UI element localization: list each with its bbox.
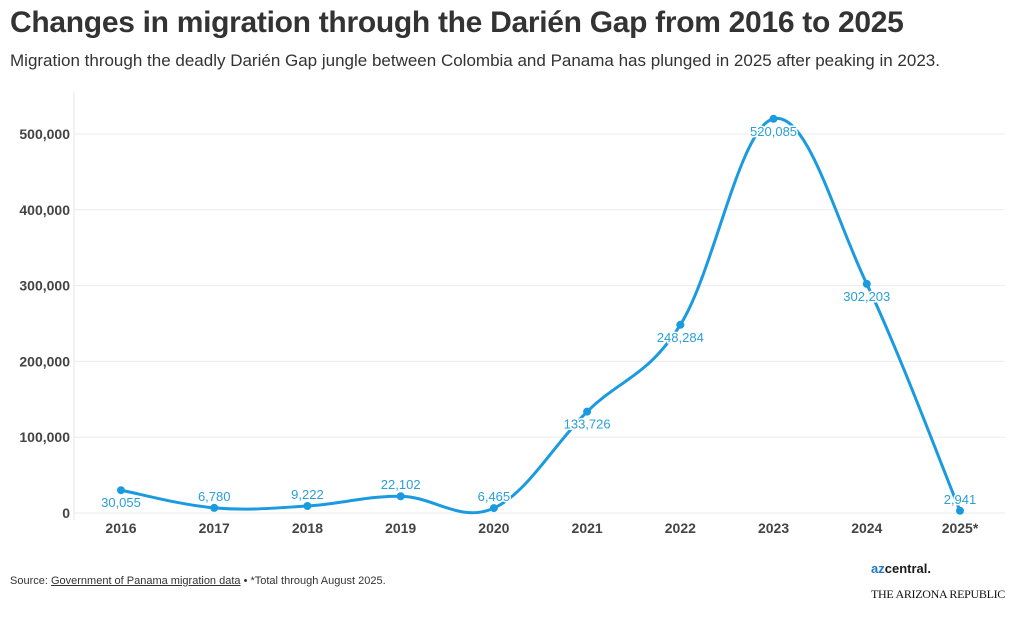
data-label: 22,102 (381, 477, 421, 492)
data-point (117, 486, 125, 495)
data-point (769, 114, 778, 123)
data-label: 6,465 (478, 489, 511, 504)
data-point (676, 320, 685, 329)
data-label: 520,085 (750, 124, 797, 139)
chart-title: Changes in migration through the Darién … (10, 6, 904, 39)
x-tick-label: 2020 (478, 520, 509, 536)
data-label: 2,941 (944, 492, 977, 507)
y-tick-label: 300,000 (19, 278, 70, 294)
x-tick-label: 2021 (572, 520, 603, 536)
data-point (396, 492, 405, 501)
series-line (120, 117, 962, 515)
x-tick-label: 2018 (292, 520, 323, 536)
chart-subtitle: Migration through the deadly Darién Gap … (10, 51, 940, 70)
x-tick-label: 2023 (758, 520, 789, 536)
y-tick-label: 400,000 (19, 202, 70, 218)
arizona-republic-logo: THE ARIZONA REPUBLIC (871, 587, 1006, 601)
x-tick-label: 2022 (665, 520, 696, 536)
y-tick-label: 500,000 (19, 126, 70, 142)
data-point (210, 503, 219, 512)
x-tick-label: 2016 (105, 520, 136, 536)
data-label: 6,780 (198, 489, 231, 504)
x-tick-label: 2025* (942, 520, 979, 536)
data-point (583, 407, 592, 416)
data-point (303, 502, 312, 511)
data-label: 30,055 (101, 495, 141, 510)
data-point (489, 504, 498, 513)
data-label: 248,284 (657, 330, 704, 345)
data-label: 302,203 (843, 289, 890, 304)
source-footnote: • *Total through August 2025. (240, 575, 386, 587)
data-point (862, 279, 871, 288)
x-tick-label: 2024 (851, 520, 882, 536)
data-point (956, 506, 964, 515)
source-link[interactable]: Government of Panama migration data (50, 575, 241, 587)
azcentral-logo: azcentral. (871, 561, 931, 576)
data-label: 9,222 (291, 487, 324, 502)
source-prefix: Source: (10, 575, 51, 587)
x-tick-label: 2019 (385, 520, 416, 536)
data-label: 133,726 (564, 417, 611, 432)
y-tick-label: 0 (62, 505, 70, 521)
line-chart: 0 100,000 200,000 300,000 400,000 500,000 2016… (19, 92, 1005, 536)
y-tick-label: 200,000 (19, 353, 70, 369)
x-tick-label: 2017 (199, 520, 230, 536)
y-tick-label: 100,000 (19, 429, 70, 445)
source-note: Source: Government of Panama migration d… (10, 575, 386, 587)
